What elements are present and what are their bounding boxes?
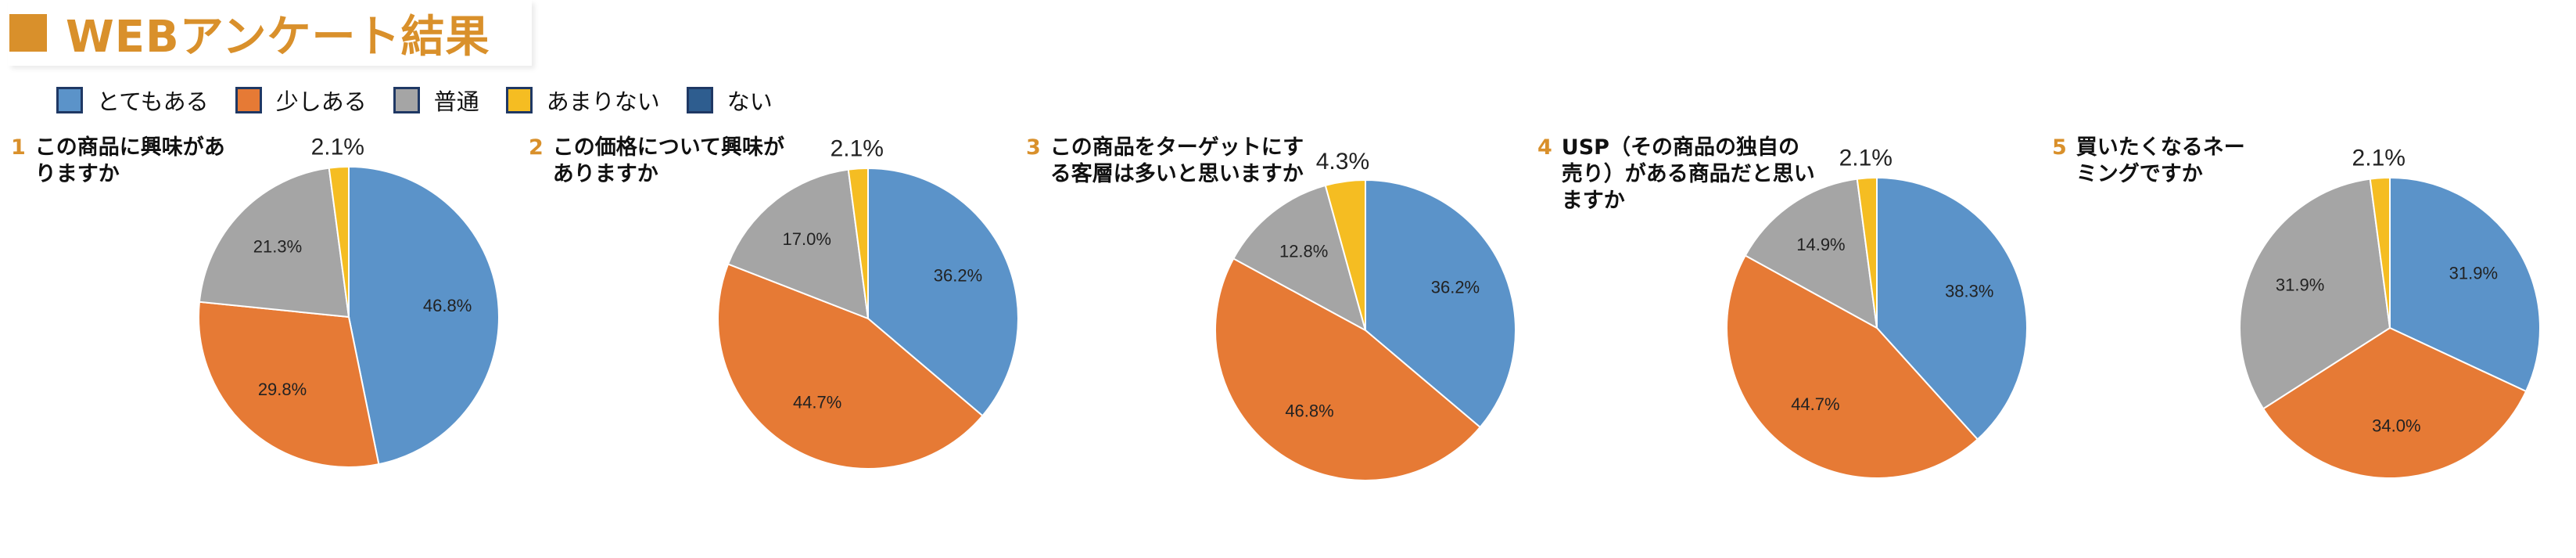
question-2: 2 この価格について興味がありますか [529,135,795,188]
slice-totemo [2389,176,2541,393]
question-number: 3 [1026,135,1041,160]
page-title: WEBアンケート結果 [66,11,490,63]
data-label: 14.9% [1796,235,1845,254]
question-number: 4 [1537,135,1552,160]
slice-futsuu [1232,184,1367,333]
data-label: 44.7% [793,393,841,412]
legend: とてもある 少しある 普通 あまりない ない [56,81,799,119]
slice-amari [847,167,869,319]
data-label: 34.0% [2372,416,2420,435]
pie-chart-4: 38.3% 44.7% 14.9% 2.1% [1726,145,2028,479]
question-text: この商品をターゲットにする客層は多いと思いますか [1049,135,1304,186]
legend-swatch [686,87,713,113]
question-3: 3 この商品をターゲットにする客層は多いと思いますか [1026,135,1316,188]
data-label: 2.1% [831,135,884,161]
slice-sukoshi [198,301,380,468]
legend-label: 少しある [275,88,367,115]
data-label: 2.1% [1839,145,1893,171]
slice-amari [328,165,350,318]
slice-totemo [1365,178,1516,429]
slice-futsuu [198,167,350,319]
legend-item-amari: あまりない [505,84,660,117]
legend-label: あまりない [546,88,660,115]
legend-item-futsuu: 普通 [393,84,479,117]
data-label: 2.1% [311,134,364,160]
legend-swatch [505,87,533,113]
question-text: この価格について興味がありますか [552,135,784,186]
legend-swatch [235,87,262,113]
legend-label: 普通 [433,88,479,115]
slice-futsuu [2239,178,2391,410]
data-label: 46.8% [423,296,472,315]
question-number: 1 [11,135,26,160]
slice-futsuu [1744,178,1878,329]
data-label: 38.3% [1945,281,1993,301]
legend-item-sukoshi: 少しある [235,84,367,117]
slice-totemo [348,165,500,466]
data-label: 31.9% [2276,275,2324,294]
slice-amari [1856,176,1878,329]
pie-chart-5: 31.9% 34.0% 31.9% 2.1% [2239,145,2541,479]
data-label: 36.2% [934,266,982,286]
slice-futsuu [727,168,870,320]
question-text: 買いたくなるネーミングですか [2076,135,2245,186]
question-number: 5 [2052,135,2067,160]
data-label: 12.8% [1279,242,1328,261]
question-text: USP（その商品の独自の売り）がある商品だと思いますか [1561,135,1815,213]
question-5: 5 買いたくなるネーミングですか [2052,135,2256,188]
slice-sukoshi [1214,257,1482,481]
title-square-icon [9,14,47,52]
data-label: 44.7% [1791,394,1839,414]
question-4: 4 USP（その商品の独自の売り）がある商品だと思いますか [1537,135,1820,214]
slice-sukoshi [717,263,984,470]
pie-chart-3: 36.2% 46.8% 12.8% 4.3% [1214,149,1516,481]
legend-item-totemo: とてもある [56,84,209,117]
slice-sukoshi [2262,326,2528,479]
data-label: 17.0% [783,229,831,249]
slice-totemo [867,167,1019,417]
data-label: 2.1% [2352,145,2406,171]
data-label: 31.9% [2449,264,2498,283]
legend-swatch [393,87,420,113]
data-label: 46.8% [1285,401,1333,420]
legend-label: とてもある [97,88,209,115]
legend-swatch [56,87,83,113]
pie-chart-2: 36.2% 44.7% 17.0% 2.1% [717,135,1019,470]
slice-amari [2369,176,2391,329]
question-number: 2 [529,135,544,160]
slice-totemo [1876,176,2028,441]
pie-chart-1: 46.8% 29.8% 21.3% 2.1% [198,134,500,468]
slice-amari [1324,178,1366,331]
data-label: 36.2% [1431,277,1480,297]
legend-item-nai: ない [686,84,773,117]
legend-label: ない [727,88,773,115]
data-label: 21.3% [253,237,302,257]
question-1: 1 この商品に興味がありますか [11,135,238,188]
question-text: この商品に興味がありますか [34,135,225,186]
data-label: 4.3% [1316,149,1369,175]
slice-sukoshi [1726,254,1979,479]
data-label: 29.8% [258,380,307,399]
page-title-bar: WEBアンケート結果 [8,0,532,66]
